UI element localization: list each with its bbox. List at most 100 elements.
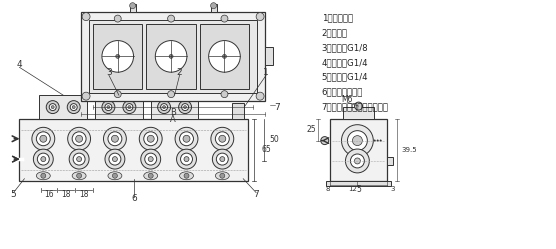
Circle shape (183, 106, 187, 109)
Circle shape (216, 153, 229, 165)
Ellipse shape (215, 172, 229, 180)
Circle shape (182, 104, 188, 111)
Text: 2: 2 (177, 68, 182, 77)
Circle shape (256, 13, 264, 21)
Circle shape (123, 101, 136, 114)
Text: 3: 3 (390, 186, 395, 192)
Circle shape (105, 104, 112, 111)
Bar (130, 4, 136, 12)
Text: 1、混合气体: 1、混合气体 (322, 13, 353, 22)
Text: 5: 5 (11, 190, 16, 199)
Circle shape (112, 173, 117, 178)
Circle shape (148, 157, 153, 162)
Bar (388, 157, 393, 165)
Text: 7、螺堵（用于单侧进油型）: 7、螺堵（用于单侧进油型） (322, 103, 389, 112)
Circle shape (114, 91, 121, 98)
Circle shape (221, 91, 228, 98)
Text: 2、分配器: 2、分配器 (322, 28, 348, 37)
Bar (19, 119, 248, 181)
Text: 39.5: 39.5 (401, 147, 417, 153)
Circle shape (222, 54, 226, 58)
Circle shape (212, 149, 232, 169)
Circle shape (126, 104, 133, 111)
Circle shape (108, 132, 122, 146)
Circle shape (140, 127, 162, 150)
Circle shape (177, 149, 196, 169)
Text: 25: 25 (307, 125, 316, 134)
Ellipse shape (72, 172, 86, 180)
Circle shape (220, 173, 225, 178)
Text: 8: 8 (325, 186, 330, 192)
Text: 18: 18 (80, 190, 89, 199)
Circle shape (211, 127, 234, 150)
Circle shape (219, 135, 226, 142)
Circle shape (256, 92, 264, 100)
Circle shape (130, 3, 136, 9)
Circle shape (145, 153, 157, 165)
Circle shape (70, 104, 77, 111)
Circle shape (37, 153, 49, 165)
Circle shape (208, 41, 240, 72)
Circle shape (73, 153, 85, 165)
Circle shape (380, 140, 381, 141)
Circle shape (183, 135, 190, 142)
Circle shape (69, 149, 89, 169)
Circle shape (167, 15, 175, 22)
Text: B: B (170, 108, 176, 117)
Bar (200, 24, 249, 89)
Text: 5: 5 (356, 185, 361, 194)
Bar (151, 95, 198, 119)
Bar (265, 47, 273, 65)
Circle shape (181, 153, 192, 165)
Circle shape (353, 136, 363, 146)
Text: 5、进气口G1/4: 5、进气口G1/4 (322, 73, 369, 82)
Circle shape (49, 104, 56, 111)
Circle shape (105, 149, 125, 169)
Circle shape (77, 173, 82, 178)
Circle shape (161, 104, 167, 111)
Circle shape (321, 137, 329, 145)
Text: 4: 4 (17, 60, 22, 69)
Circle shape (141, 149, 161, 169)
Circle shape (40, 135, 47, 142)
Circle shape (147, 135, 154, 142)
Circle shape (36, 132, 50, 146)
Circle shape (72, 132, 86, 146)
Circle shape (157, 101, 171, 114)
Circle shape (162, 106, 166, 109)
Bar (95, 95, 143, 119)
Circle shape (377, 140, 379, 141)
Text: 16: 16 (44, 190, 54, 199)
Bar (39, 95, 87, 119)
Circle shape (102, 41, 133, 72)
Bar (326, 181, 391, 186)
Bar (330, 119, 388, 181)
Text: 50: 50 (269, 135, 279, 144)
Bar (342, 107, 374, 119)
Circle shape (77, 157, 82, 162)
Circle shape (167, 91, 175, 98)
Circle shape (68, 127, 91, 150)
Circle shape (350, 154, 364, 168)
Text: 1: 1 (263, 68, 269, 77)
Ellipse shape (36, 172, 50, 180)
Circle shape (114, 15, 121, 22)
Circle shape (33, 149, 53, 169)
Text: 7: 7 (274, 103, 280, 112)
Circle shape (41, 173, 46, 178)
Bar (93, 24, 142, 89)
Ellipse shape (108, 172, 122, 180)
Circle shape (374, 140, 375, 141)
Bar (89, 20, 257, 93)
Ellipse shape (180, 172, 193, 180)
Text: 7: 7 (253, 190, 259, 199)
Circle shape (103, 127, 126, 150)
Circle shape (345, 149, 369, 173)
Circle shape (341, 125, 373, 157)
Circle shape (51, 106, 54, 109)
Circle shape (67, 101, 80, 114)
Circle shape (102, 101, 115, 114)
Circle shape (184, 157, 189, 162)
Circle shape (180, 132, 193, 146)
Text: 3: 3 (106, 68, 112, 77)
